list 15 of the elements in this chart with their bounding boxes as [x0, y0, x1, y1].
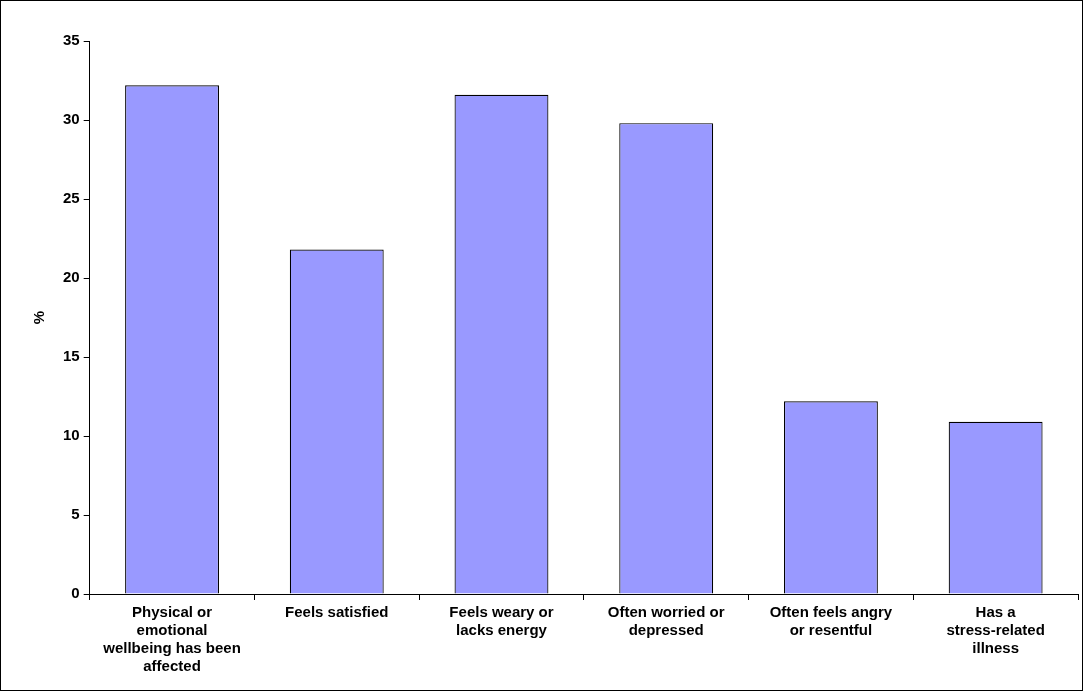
y-axis-title: % — [30, 310, 48, 325]
y-tick-label: 0 — [71, 584, 80, 602]
y-tick-label: 25 — [63, 189, 80, 207]
y-tick-label: 5 — [71, 505, 80, 523]
y-tick-label: 30 — [63, 110, 80, 128]
y-tick-label: 15 — [63, 347, 80, 365]
x-tick-label: Has a stress-related illness — [946, 603, 1045, 657]
x-tick-label: Physical or emotional wellbeing has been affected — [102, 603, 241, 675]
y-tick-label: 10 — [63, 426, 80, 444]
y-tick-label: 35 — [63, 31, 80, 49]
x-tick-label: Feels satisfied — [285, 603, 389, 621]
x-tick-label: Often feels angry or resentful — [769, 603, 893, 639]
x-tick-label: Feels weary or lacks energy — [449, 603, 554, 639]
x-tick-label: Often worried or depressed — [607, 603, 725, 639]
y-tick-label: 20 — [63, 268, 80, 286]
